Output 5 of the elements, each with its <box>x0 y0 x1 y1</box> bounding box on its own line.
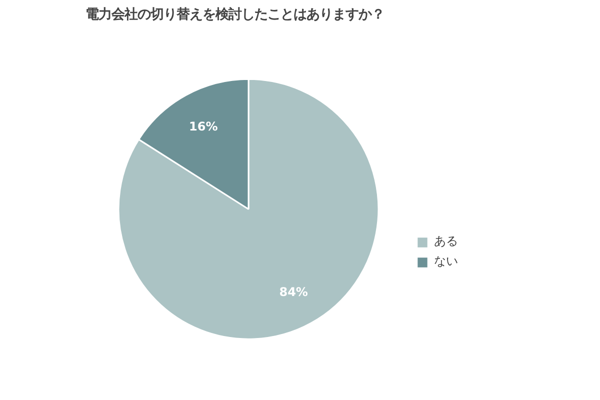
data-label: 16% <box>189 119 218 134</box>
data-label: 84% <box>279 284 308 299</box>
legend-label: ない <box>434 253 458 270</box>
chart-title: 電力会社の切り替えを検討したことはありますか？ <box>86 6 384 22</box>
legend-label: ある <box>434 233 458 250</box>
